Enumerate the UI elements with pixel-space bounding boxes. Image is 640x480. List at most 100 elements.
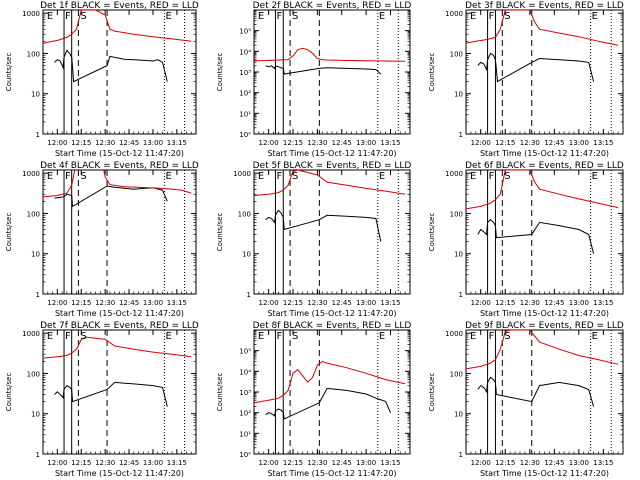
x-tick-label: 12:15 [71, 299, 91, 307]
phase-marker-label: E [379, 331, 385, 342]
phase-marker-label: S [504, 331, 510, 342]
chart-title: Det 8f BLACK = Events, RED = LLD [253, 321, 412, 331]
x-tick-label: 12:15 [71, 459, 91, 467]
events-series-line [477, 219, 595, 254]
x-tick-label: 12:15 [71, 139, 91, 147]
x-axis-label: Start Time (15-Oct-12 11:47:20) [480, 149, 609, 158]
y-tick-label: 10² [239, 410, 251, 418]
y-tick-label: 1 [459, 451, 463, 459]
phase-marker-label: E [47, 331, 53, 342]
y-tick-label: 100 [27, 210, 40, 218]
x-tick-label: 13:15 [380, 299, 400, 307]
phase-marker-label: E [47, 11, 53, 22]
x-tick-label: 12:00 [471, 139, 491, 147]
x-tick-label: 12:00 [471, 459, 491, 467]
phase-marker-label: E [47, 171, 53, 182]
phase-marker-label: E [165, 171, 171, 182]
x-tick-label: 13:00 [143, 139, 163, 147]
chart-title: Det 7f BLACK = Events, RED = LLD [40, 321, 199, 331]
x-tick-label: 12:30 [520, 139, 540, 147]
lld-series-line [466, 170, 619, 210]
y-tick-label: 10 [31, 411, 40, 419]
x-tick-label: 12:00 [259, 459, 279, 467]
chart-title: Det 6f BLACK = Events, RED = LLD [465, 161, 624, 171]
phase-marker-label: F [276, 331, 282, 342]
x-tick-label: 12:45 [332, 139, 352, 147]
y-tick-label: 10⁵ [239, 348, 251, 356]
plot-frame [253, 329, 411, 455]
phase-marker-label: S [292, 11, 298, 22]
x-axis-label: Start Time (15-Oct-12 11:47:20) [55, 309, 184, 318]
phase-marker-label: S [80, 11, 86, 22]
phase-marker-label: E [592, 11, 598, 22]
x-tick-label: 12:15 [495, 459, 515, 467]
phase-marker-label: E [470, 331, 476, 342]
lld-series-line [254, 47, 406, 62]
x-axis-label: Start Time (15-Oct-12 11:47:20) [267, 149, 396, 158]
lld-series-line [43, 10, 192, 44]
x-tick-label: 12:30 [520, 299, 540, 307]
chart-panel-9: Det 9f BLACK = Events, RED = LLD Counts/s… [428, 321, 624, 478]
x-tick-label: 12:00 [471, 299, 491, 307]
phase-marker-label: F [489, 331, 495, 342]
x-tick-label: 12:15 [283, 299, 303, 307]
x-tick-label: 13:15 [167, 459, 187, 467]
plot-frame [465, 329, 624, 455]
x-tick-label: 12:30 [307, 459, 327, 467]
y-tick-label: 10³ [239, 69, 251, 77]
x-tick-label: 12:30 [307, 139, 327, 147]
x-axis-label: Start Time (15-Oct-12 11:47:20) [480, 309, 609, 318]
x-tick-label: 12:15 [495, 299, 515, 307]
y-tick-label: 100 [450, 370, 463, 378]
phase-marker-label: F [276, 11, 282, 22]
plot-frame [42, 9, 197, 135]
chart-panel-2: Det 2f BLACK = Events, RED = LLD Counts/s… [216, 1, 411, 158]
chart-panel-7: Det 7f BLACK = Events, RED = LLD Counts/s… [5, 321, 199, 478]
y-tick-label: 10 [454, 91, 463, 99]
y-axis-label: Counts/sec [216, 373, 224, 412]
x-tick-label: 13:00 [569, 459, 589, 467]
phase-marker-label: E [165, 331, 171, 342]
y-tick-label: 1000 [445, 330, 463, 338]
x-tick-label: 12:30 [95, 459, 115, 467]
x-tick-label: 12:30 [520, 459, 540, 467]
x-tick-label: 12:45 [544, 139, 564, 147]
x-axis-label: Start Time (15-Oct-12 11:47:20) [480, 469, 609, 478]
phase-marker-label: E [258, 331, 264, 342]
y-axis-label: Counts/sec [428, 373, 436, 412]
x-tick-label: 13:00 [143, 459, 163, 467]
x-axis-label: Start Time (15-Oct-12 11:47:20) [55, 469, 184, 478]
y-axis-label: Counts/sec [428, 213, 436, 252]
events-series-line [54, 49, 168, 83]
lld-series-line [254, 360, 406, 404]
phase-marker-label: E [165, 11, 171, 22]
chart-title: Det 3f BLACK = Events, RED = LLD [465, 1, 624, 11]
y-tick-label: 10² [239, 90, 251, 98]
plot-frame [253, 169, 411, 295]
chart-panel-5: Det 5f BLACK = Events, RED = LLD Counts/s… [216, 161, 411, 318]
phase-marker-label: E [258, 171, 264, 182]
x-tick-label: 12:45 [544, 299, 564, 307]
y-tick-label: 1000 [22, 170, 40, 178]
chart-title: Det 2f BLACK = Events, RED = LLD [253, 1, 412, 11]
lld-series-line [466, 10, 619, 46]
lld-series-line [43, 336, 192, 359]
y-tick-label: 10⁴ [239, 368, 251, 376]
y-tick-label: 1 [36, 291, 40, 299]
x-tick-label: 12:45 [119, 139, 139, 147]
x-tick-label: 13:15 [593, 459, 613, 467]
y-tick-label: 1 [247, 291, 251, 299]
x-tick-label: 13:15 [167, 299, 187, 307]
x-tick-label: 12:15 [283, 459, 303, 467]
y-tick-label: 100 [238, 210, 251, 218]
y-axis-label: Counts/sec [5, 373, 13, 412]
phase-marker-label: E [379, 171, 385, 182]
phase-marker-label: S [504, 171, 510, 182]
chart-title: Det 9f BLACK = Events, RED = LLD [465, 321, 624, 331]
plot-frame [42, 169, 197, 295]
y-tick-label: 1 [459, 131, 463, 139]
y-axis-label: Counts/sec [216, 213, 224, 252]
plot-frame [253, 9, 411, 135]
x-tick-label: 13:00 [356, 459, 376, 467]
y-axis-label: Counts/sec [216, 53, 224, 92]
